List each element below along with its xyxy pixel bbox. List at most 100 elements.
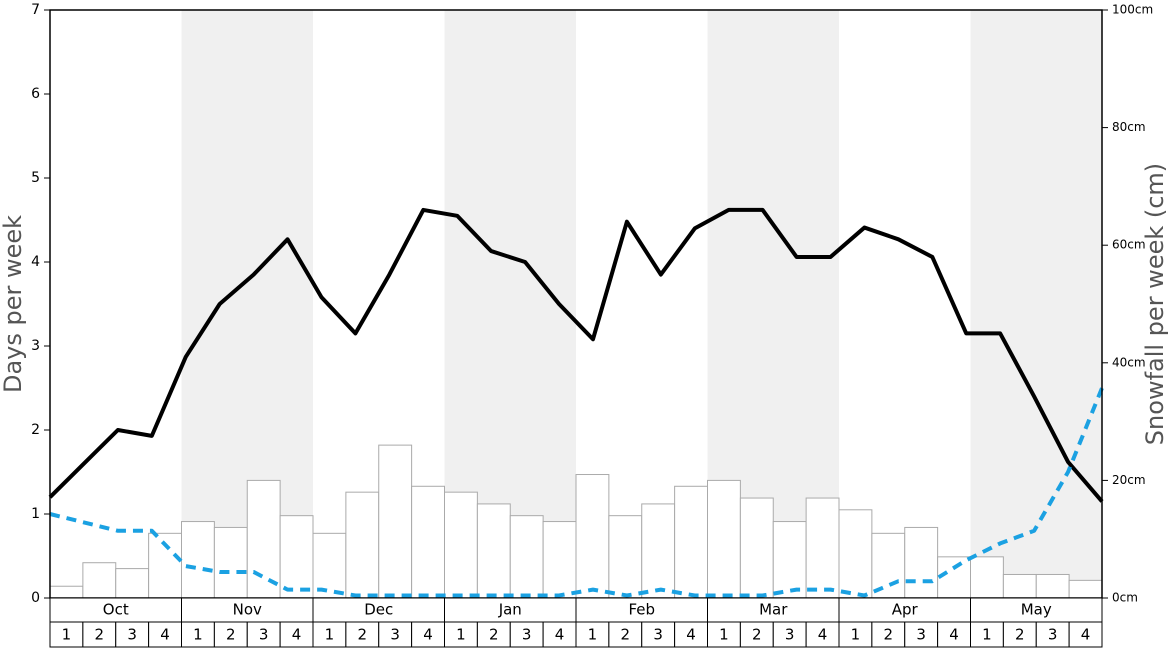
x-tick-label: 4 (818, 626, 828, 644)
y-tick-label: 0 (31, 590, 40, 606)
month-cell (707, 597, 840, 623)
week-cell (1002, 621, 1037, 648)
snowfall-bar (575, 474, 610, 599)
week-cell (213, 621, 248, 648)
days-line (48, 207, 1104, 503)
y-tick-label: 6 (31, 86, 40, 102)
week-cell (1035, 621, 1070, 648)
y2-tick-label: 20cm (1112, 473, 1146, 487)
snowfall-bar (509, 515, 544, 599)
week-cell (378, 621, 413, 648)
x-tick-label: 3 (522, 626, 532, 644)
snowfall-bar (444, 491, 478, 599)
y-tick-label: 1 (31, 506, 40, 522)
y2-tick-label: 40cm (1112, 355, 1146, 369)
month-label: Dec (364, 601, 393, 619)
snowfall-bar (411, 485, 445, 599)
week-cell (608, 621, 643, 648)
snowfall-bar (279, 515, 314, 599)
x-tick-label: 1 (193, 626, 203, 644)
x-tick-label: 3 (127, 626, 137, 644)
x-tick-label: 2 (884, 626, 894, 644)
month-band (970, 10, 1102, 598)
x-tick-label: 4 (160, 626, 170, 644)
y2-tick-label: 100cm (1112, 3, 1153, 17)
snowfall-bar (542, 521, 577, 599)
week-cell (49, 621, 84, 648)
month-label: Apr (892, 601, 919, 619)
week-cell (937, 621, 971, 648)
y-tick-label: 7 (31, 2, 40, 18)
snowfall-bar (1002, 573, 1037, 599)
x-tick-label: 2 (95, 626, 105, 644)
snowfall-bar (904, 526, 939, 599)
y2-axis-label: Snowfall per week (cm) (1141, 163, 1168, 445)
x-tick-label: 4 (1081, 626, 1091, 644)
week-cell (575, 621, 610, 648)
week-cell (279, 621, 314, 648)
y-tick-label: 2 (31, 422, 40, 438)
x-tick-label: 3 (1048, 626, 1058, 644)
days-line (49, 387, 1104, 598)
x-tick-label: 3 (785, 626, 795, 644)
month-label: May (1021, 601, 1052, 619)
snowfall-bar (674, 485, 708, 599)
month-label: Mar (759, 601, 788, 619)
snowfall-bar (772, 521, 807, 599)
month-label: Nov (233, 601, 262, 619)
x-tick-label: 2 (226, 626, 236, 644)
x-tick-label: 1 (456, 626, 466, 644)
x-tick-label: 2 (1015, 626, 1025, 644)
week-cell (115, 621, 150, 648)
x-tick-label: 3 (916, 626, 926, 644)
month-label: Oct (103, 601, 129, 619)
y-axis-label: Days per week (0, 215, 27, 393)
y2-tick-label: 80cm (1112, 120, 1146, 134)
week-cell (707, 621, 741, 648)
x-tick-label: 4 (686, 626, 696, 644)
week-cell (838, 621, 873, 648)
x-tick-label: 4 (949, 626, 959, 644)
snowfall-bar (707, 479, 741, 599)
week-cell (345, 621, 380, 648)
snowfall-bar (345, 491, 380, 599)
snowfall-bar (970, 556, 1004, 599)
snowfall-bar (1068, 579, 1103, 599)
x-tick-label: 3 (653, 626, 663, 644)
snowfall-bar (838, 509, 873, 599)
x-tick-label: 4 (423, 626, 433, 644)
week-cell (970, 621, 1004, 648)
snowfall-bar (805, 497, 840, 599)
week-cell (805, 621, 840, 648)
snowfall-bar (246, 479, 281, 599)
week-cell (411, 621, 445, 648)
snowfall-bar (378, 444, 413, 599)
x-tick-label: 1 (325, 626, 335, 644)
x-tick-label: 1 (851, 626, 861, 644)
x-tick-label: 1 (719, 626, 729, 644)
snowfall-bar (82, 562, 117, 599)
week-cell (246, 621, 281, 648)
month-label: Feb (628, 601, 655, 619)
week-cell (641, 621, 676, 648)
x-tick-label: 2 (358, 626, 368, 644)
y-tick-label: 4 (31, 254, 40, 270)
snowfall-bar (115, 568, 150, 599)
x-tick-label: 2 (621, 626, 631, 644)
snowfall-bar (1035, 573, 1070, 599)
snowfall-bar (608, 515, 643, 599)
x-tick-label: 1 (588, 626, 598, 644)
month-cell (49, 597, 182, 623)
month-label: Jan (498, 601, 522, 619)
snowfall-bar (213, 526, 248, 599)
snowfall-bar (937, 556, 971, 599)
x-tick-label: 4 (555, 626, 565, 644)
x-tick-label: 3 (259, 626, 269, 644)
y2-tick-label: 0cm (1112, 591, 1138, 605)
y-tick-label: 5 (31, 170, 40, 186)
x-tick-label: 4 (292, 626, 302, 644)
y2-tick-label: 60cm (1112, 238, 1146, 252)
snowfall-bar (739, 497, 774, 599)
week-cell (1068, 621, 1103, 648)
